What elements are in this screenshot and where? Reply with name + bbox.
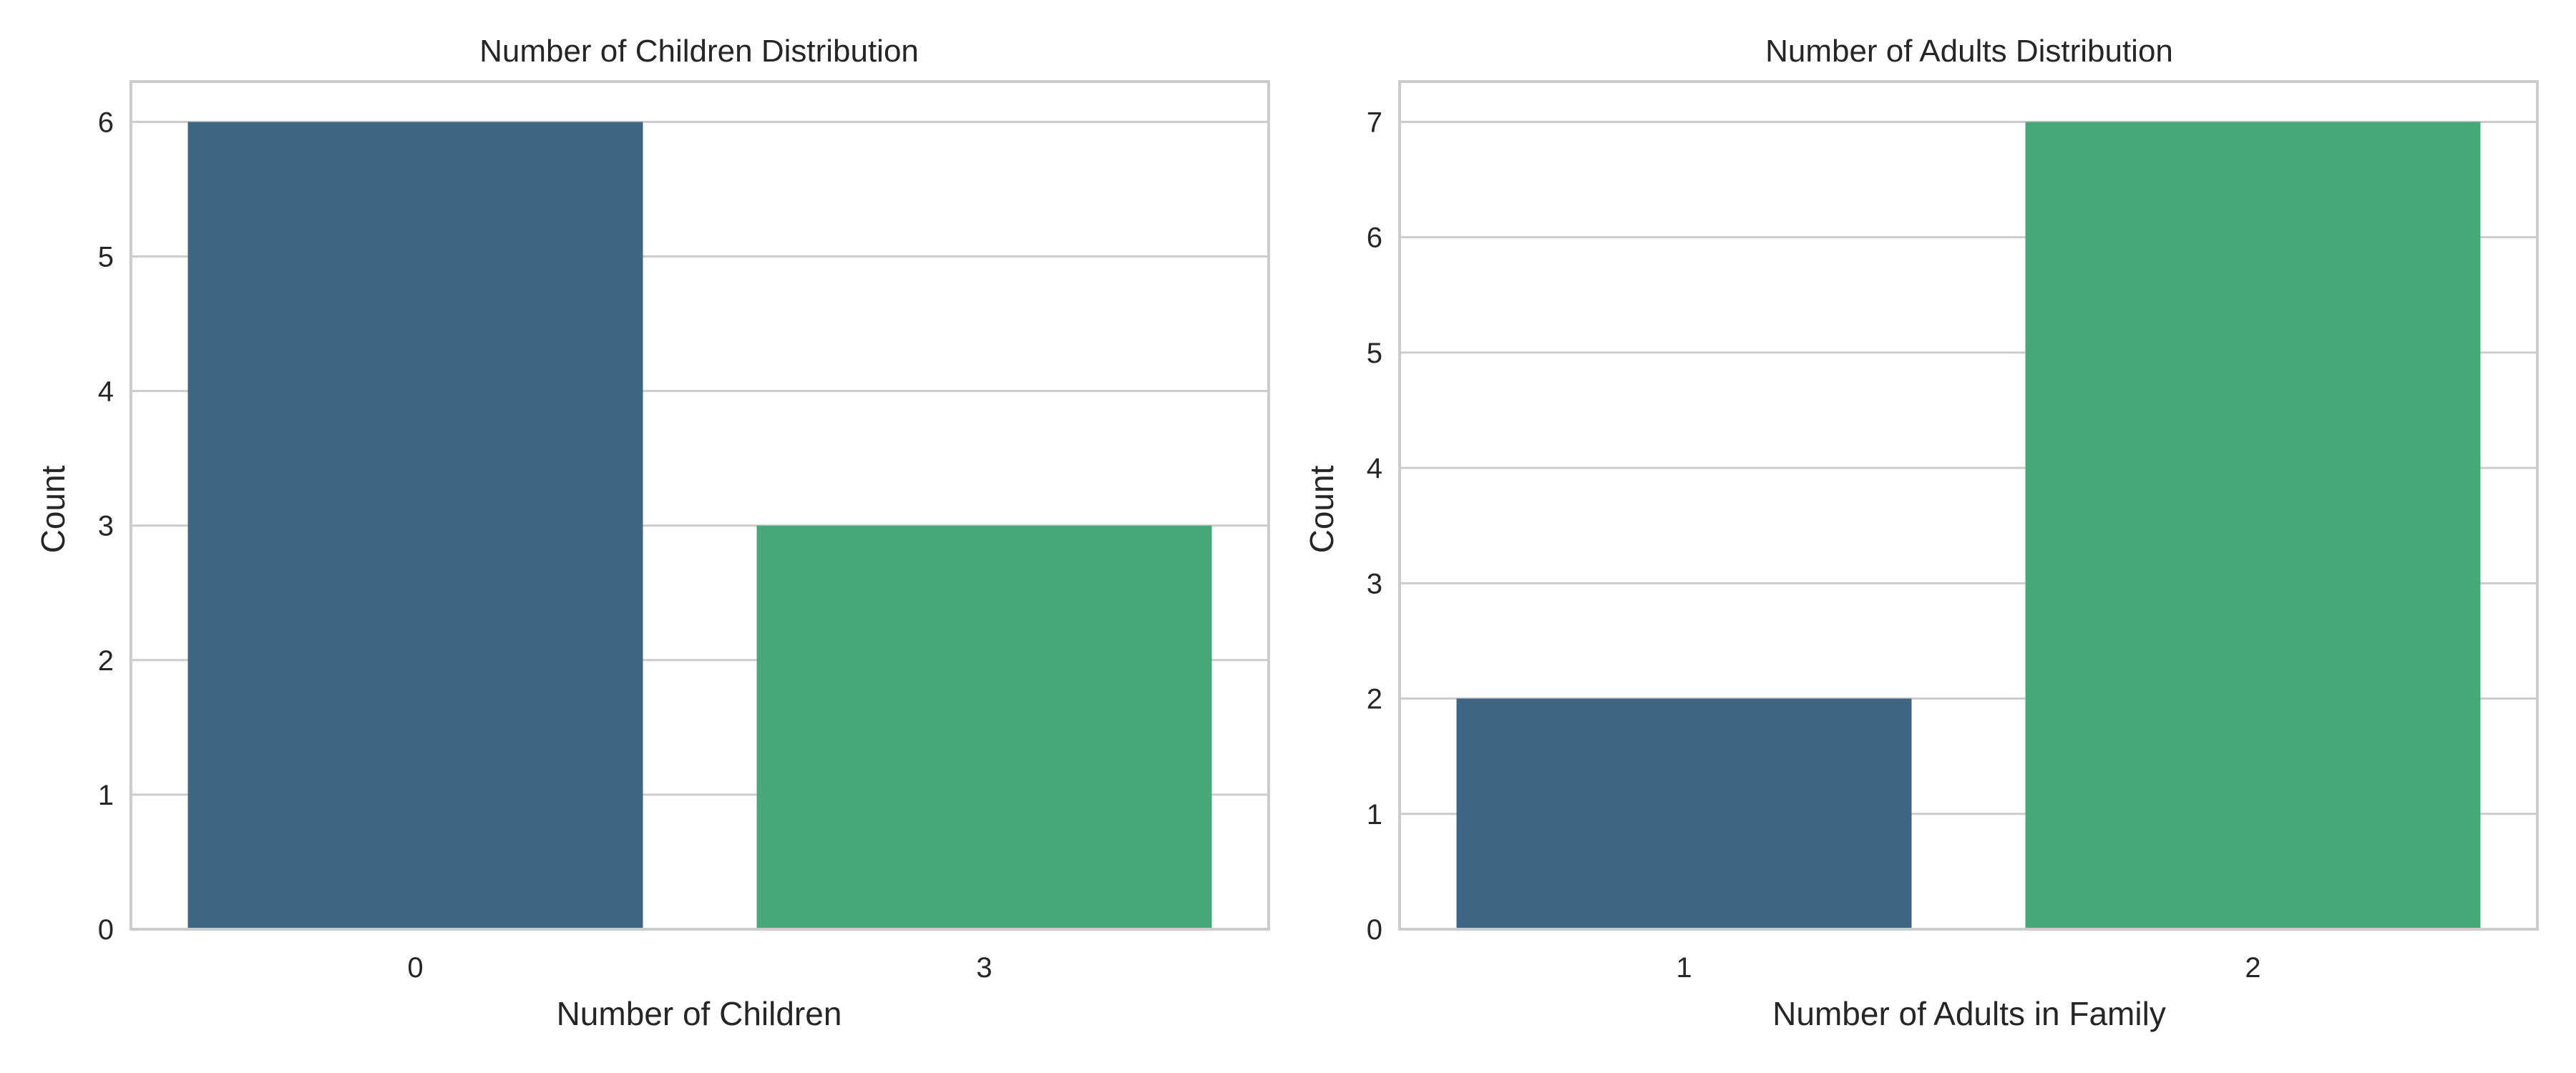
adults-distribution-chart: Number of Adults Distribution Number of …	[1303, 34, 2539, 1032]
bar-0	[187, 122, 643, 929]
chart-title: Number of Adults Distribution	[1765, 34, 2173, 69]
y-tick-label: 0	[98, 914, 114, 946]
y-axis-label: Count	[1303, 465, 1340, 553]
y-tick-label: 2	[98, 645, 114, 677]
x-tick-label: 1	[1676, 952, 1692, 984]
bar-2	[2025, 122, 2481, 929]
y-tick-label: 0	[1367, 914, 1382, 946]
y-tick-label: 7	[1367, 107, 1382, 138]
y-tick-label: 5	[98, 242, 114, 273]
y-tick-label: 3	[1367, 568, 1382, 599]
chart-title: Number of Children Distribution	[479, 34, 919, 69]
bar-1	[1456, 698, 1912, 929]
y-tick-label: 6	[98, 107, 114, 138]
x-tick-label: 2	[2245, 952, 2260, 984]
x-tick-label: 3	[976, 952, 992, 984]
children-distribution-chart: Number of Children Distribution Number o…	[34, 34, 1270, 1032]
y-tick-label: 1	[1367, 799, 1382, 831]
x-axis-label: Number of Adults in Family	[1772, 995, 2166, 1032]
y-tick-label: 4	[98, 376, 114, 408]
plot-frame	[130, 80, 1270, 931]
y-tick-label: 2	[1367, 684, 1382, 715]
y-tick-label: 3	[98, 511, 114, 542]
plot-frame	[1398, 80, 2539, 931]
y-tick-label: 4	[1367, 453, 1382, 484]
y-tick-label: 5	[1367, 338, 1382, 369]
x-tick-label: 0	[407, 952, 423, 984]
x-axis-label: Number of Children	[557, 995, 842, 1032]
y-tick-label: 6	[1367, 222, 1382, 254]
y-tick-label: 1	[98, 780, 114, 811]
bar-3	[756, 525, 1212, 929]
y-axis-label: Count	[34, 465, 72, 553]
